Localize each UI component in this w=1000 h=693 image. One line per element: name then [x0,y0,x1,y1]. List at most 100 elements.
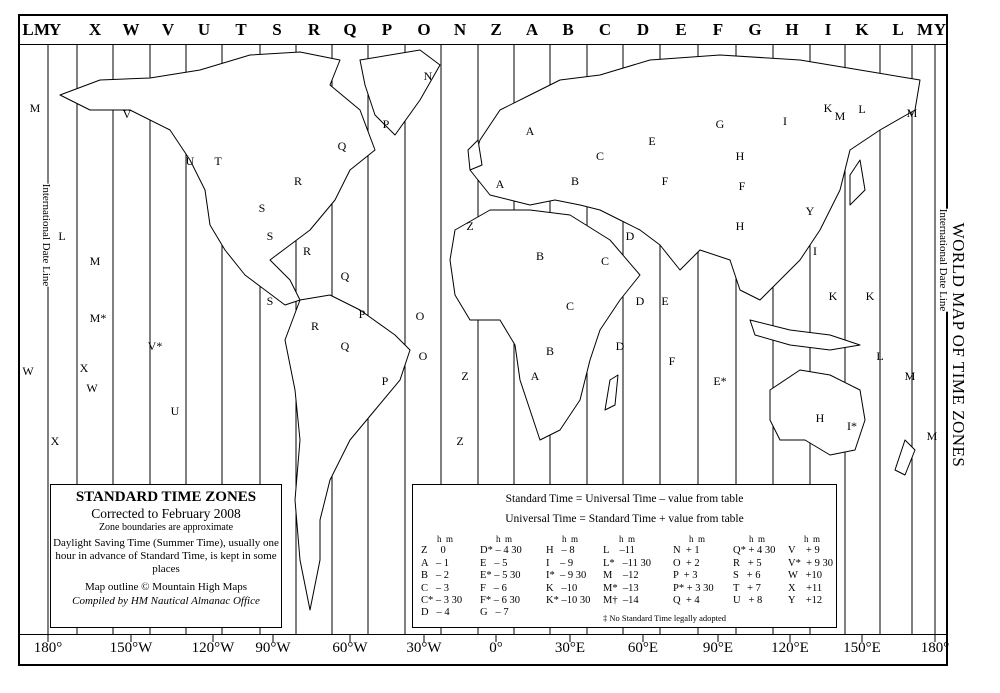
zone-letter: B [562,20,574,39]
zone-letter: E [675,20,687,39]
zone-letter: M [33,20,51,39]
zone-label: M [927,429,938,443]
zone-label: R [311,319,319,333]
hm-header: h m [749,534,766,544]
hm-header: h m [689,534,706,544]
zone-offset-entry: M* –13 [603,582,639,594]
australia [769,369,866,456]
zone-label: O [419,349,428,363]
zone-label: V [123,107,132,121]
madagascar [604,374,619,411]
zone-offset-entry: O + 2 [673,557,700,569]
zone-label: I* [847,419,857,433]
legend-dst: Daylight Saving Time (Summer Time), usua… [53,537,279,575]
zone-offset-entry: B – 2 [421,570,450,582]
zone-label: E [661,294,668,308]
zone-label: Z [456,434,463,448]
hm-header: h m [496,534,513,544]
longitude-label: 60°W [332,640,368,656]
zone-label: A [531,369,540,383]
eurasia [469,54,921,301]
zone-offset-entry: M –12 [603,570,639,582]
zone-label: H [736,219,745,233]
zone-label: U [186,154,195,168]
greenland [359,49,441,136]
zone-offset-entry: N + 1 [673,545,700,557]
zone-label: G [716,117,725,131]
hm-header: h m [804,534,821,544]
hm-header: h m [562,534,579,544]
zone-label: U [171,404,180,418]
zone-offset-entry: Q + 4 [673,595,700,607]
zone-label: O [416,309,425,323]
equation-universal: Universal Time = Standard Time + value f… [505,513,744,525]
zone-letter: Z [490,20,502,39]
longitude-label: 30°W [406,640,442,656]
zone-offset-entry: C* – 3 30 [421,595,463,607]
zone-offset-entry: E – 5 [480,557,508,569]
zone-letter: G [748,20,762,39]
zone-letter: X [88,20,102,39]
longitude-label: 180° [33,640,63,656]
zone-letter: C [598,20,612,39]
zone-offset-entry: D – 4 [421,607,450,619]
legend-zone-table: Standard Time = Universal Time – value f… [412,484,837,628]
zone-label: Z [461,369,468,383]
zone-offset-entry: V + 9 [788,545,820,557]
zone-letter: H [785,20,799,39]
zone-offset-entry: H – 8 [546,545,575,557]
zone-offset-entry: L –11 [603,545,635,557]
zone-label: W [22,364,34,378]
zone-letter: R [307,20,321,39]
zone-offset-entry: W +10 [788,570,823,582]
date-line-label-west: International Date Line [40,183,52,287]
zone-letter: D [636,20,650,39]
zone-letter: P [381,20,393,39]
zone-label: M [907,106,918,120]
zone-offset-entry: L* –11 30 [603,557,652,569]
zone-letter: T [235,20,247,39]
zone-label: D [616,339,625,353]
zone-label: V* [148,339,163,353]
zone-label: K [866,289,875,303]
zone-letter-bar [18,14,948,45]
zone-offset-entry: Q* + 4 30 [733,545,776,557]
zone-label: F [739,179,746,193]
zone-label: P [382,374,389,388]
japan [849,159,866,206]
zone-label: M [835,109,846,123]
zone-label: S [267,229,274,243]
zone-label: Q [341,269,350,283]
zone-label: Q [338,139,347,153]
zone-offset-entry: S + 6 [733,570,761,582]
zone-label: E [648,134,655,148]
hm-header: h m [437,534,454,544]
zone-offset-entry: E* – 5 30 [480,570,521,582]
longitude-bar [18,634,948,667]
zone-letter: U [197,20,211,39]
zone-label: X [80,361,89,375]
zone-label: L [858,102,865,116]
zone-letter: L [892,20,904,39]
zone-label: R [303,244,311,258]
zone-label: L [58,229,65,243]
zone-label: R [294,174,302,188]
zone-label: T [214,154,222,168]
new-zealand [894,439,916,476]
zone-label: F [669,354,676,368]
zone-offset-entry: P + 3 [673,570,698,582]
legend-outline: Map outline © Mountain High Maps [84,581,248,593]
zone-label: Z [466,219,473,233]
zone-letter: O [417,20,431,39]
zone-label: C [566,299,574,313]
zone-label: B [546,344,554,358]
zone-letter: L [22,20,34,39]
zone-letter: N [453,20,467,39]
zone-offset-entry: A – 1 [421,557,450,569]
